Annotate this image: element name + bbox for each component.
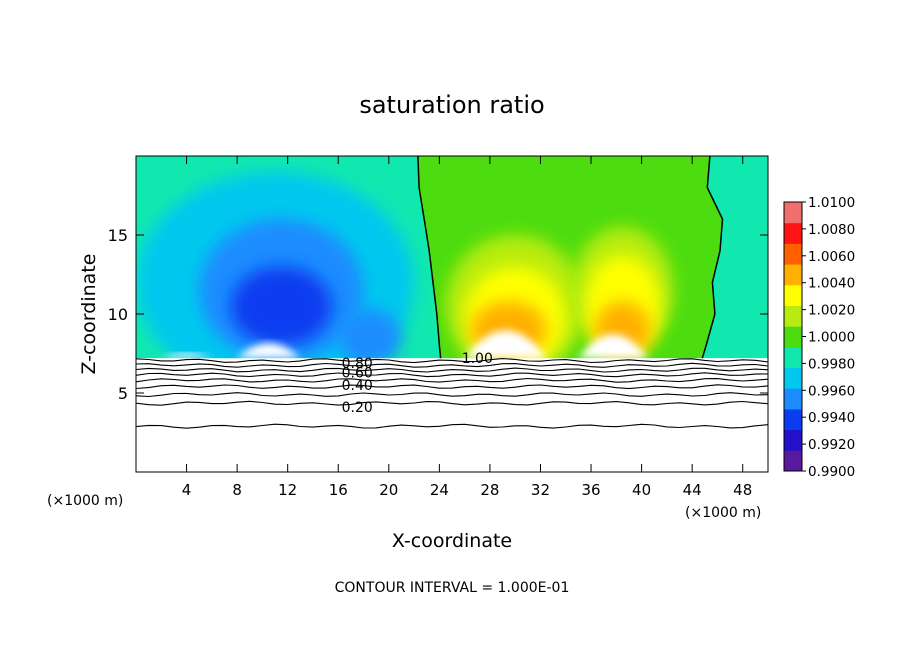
colorbar-label: 1.0020 xyxy=(808,303,855,319)
colorbar-label: 1.0100 xyxy=(808,195,855,211)
x-unit-left: (×1000 m) xyxy=(47,493,123,509)
contour-line-0.4 xyxy=(136,384,768,390)
x-tick-label: 8 xyxy=(232,481,242,499)
contour-line-0.7 xyxy=(136,367,768,373)
unsaturated-core-4 xyxy=(161,353,212,359)
x-tick-label: 12 xyxy=(278,481,297,499)
colorbar-segment xyxy=(784,222,802,244)
x-axis-title: X-coordinate xyxy=(392,530,512,552)
contour-lines xyxy=(136,156,768,429)
colorbar-segment xyxy=(784,450,802,472)
y-tick-label: 10 xyxy=(108,305,128,324)
contour-label: 1.00 xyxy=(462,351,493,367)
contour-interval-note: CONTOUR INTERVAL = 1.000E-01 xyxy=(335,580,570,596)
field-region-3 xyxy=(230,266,332,346)
contour-label: 0.80 xyxy=(342,356,373,372)
contour-line-0.6 xyxy=(136,372,768,378)
y-tick-label: 15 xyxy=(108,226,128,245)
colorbar-segment xyxy=(784,305,802,327)
x-tick-label: 16 xyxy=(329,481,348,499)
x-tick-label: 28 xyxy=(480,481,499,499)
colorbar-label: 0.9960 xyxy=(808,383,855,399)
colorbar-label: 1.0060 xyxy=(808,249,855,265)
contour-line-0.5 xyxy=(136,377,768,383)
x-tick-label: 32 xyxy=(531,481,550,499)
colorbar-label: 1.0000 xyxy=(808,330,855,346)
colorbar-segment xyxy=(784,202,802,224)
y-axis-ticks: 5 10 15 xyxy=(108,226,768,403)
contour-line-0.1 xyxy=(136,423,768,429)
x-tick-label: 24 xyxy=(430,481,449,499)
x-axis-ticks: 4 8 12 16 20 24 28 32 36 40 44 48 xyxy=(182,156,752,499)
x-tick-label: 36 xyxy=(581,481,600,499)
colorbar-label: 0.9980 xyxy=(808,356,855,372)
x-tick-label: 48 xyxy=(733,481,752,499)
colorbar-segment xyxy=(784,243,802,265)
contour-line-0.3 xyxy=(136,392,768,398)
colorbar-segment xyxy=(784,346,802,369)
colorbar-label: 0.9940 xyxy=(808,410,855,426)
colorbar-label: 1.0080 xyxy=(808,222,855,238)
plot-area xyxy=(136,156,768,472)
x-tick-label: 40 xyxy=(632,481,651,499)
contour-label: 0.60 xyxy=(342,365,373,381)
x-tick-label: 4 xyxy=(182,481,192,499)
colorbar-segment xyxy=(784,326,802,348)
colorbar-segment xyxy=(784,388,802,410)
contour-label: 0.40 xyxy=(342,378,373,394)
contour-line-0.9 xyxy=(136,358,768,364)
contour-labels: 1.00 0.800.600.40 0.20 xyxy=(342,351,493,416)
colorbar: 0.9900 0.9920 0.9940 0.9960 0.9980 1.0000 1.00… xyxy=(783,195,855,480)
unsaturated-core-3 xyxy=(237,343,301,359)
unsaturated-core-1 xyxy=(464,330,547,359)
y-tick-label: 5 xyxy=(118,384,128,403)
saturation-field xyxy=(136,156,768,472)
contour-line-0.8 xyxy=(136,362,768,368)
contour-line-0.2 xyxy=(136,400,768,406)
chart-title: saturation ratio xyxy=(359,91,544,119)
colorbar-segment xyxy=(784,408,802,431)
colorbar-label: 1.0040 xyxy=(808,276,855,292)
x-tick-label: 20 xyxy=(379,481,398,499)
field-region-4 xyxy=(338,309,402,367)
colorbar-segment xyxy=(784,284,802,306)
unity-contour-left xyxy=(417,156,442,359)
contour-label: 0.20 xyxy=(342,400,373,416)
colorbar-segment xyxy=(784,367,802,389)
y-axis-title: Z-coordinate xyxy=(78,254,100,375)
x-tick-label: 44 xyxy=(683,481,702,499)
colorbar-segment xyxy=(784,429,802,451)
colorbar-segment xyxy=(784,264,802,286)
colorbar-label: 0.9900 xyxy=(808,464,855,480)
x-unit-right: (×1000 m) xyxy=(685,505,761,521)
unsaturated-core-2 xyxy=(578,334,648,359)
colorbar-label: 0.9920 xyxy=(808,437,855,453)
subcloud-layer xyxy=(136,358,768,472)
unity-contour-right xyxy=(701,156,724,359)
